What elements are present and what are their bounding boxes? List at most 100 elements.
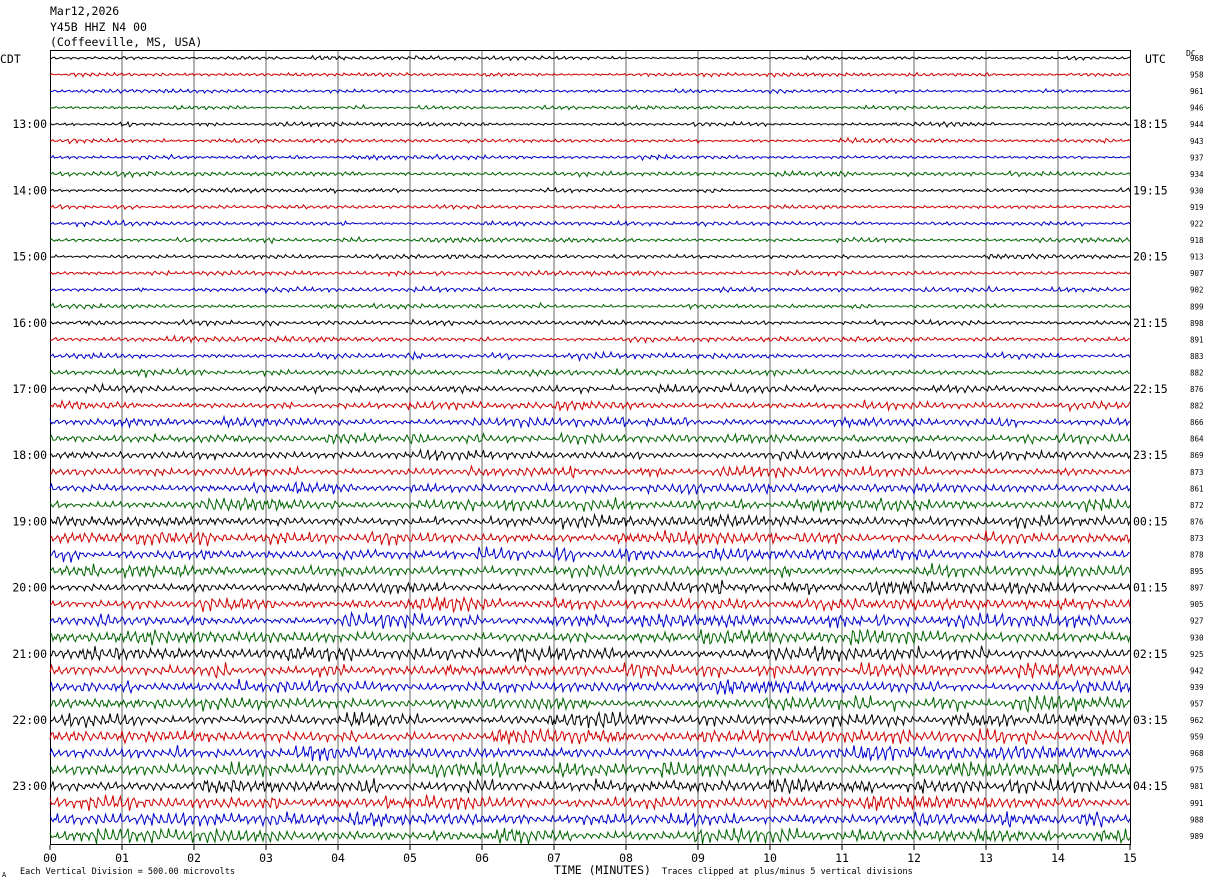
dc-offset-label: 930 bbox=[1190, 186, 1204, 195]
dc-offset-label: 907 bbox=[1190, 269, 1204, 278]
seismic-trace bbox=[49, 480, 1131, 496]
dc-offset-label: 957 bbox=[1190, 699, 1204, 708]
x-tick-label: 15 bbox=[1123, 851, 1137, 865]
dc-offset-label: 927 bbox=[1190, 617, 1204, 626]
seismic-trace bbox=[49, 334, 1131, 344]
right-hour-label: 18:15 bbox=[1133, 117, 1168, 131]
right-hour-label: 19:15 bbox=[1133, 183, 1168, 197]
seismic-trace bbox=[49, 399, 1131, 413]
dc-offset-label: 864 bbox=[1190, 435, 1204, 444]
dc-offset-label: 958 bbox=[1190, 71, 1204, 80]
dc-offset-label: 891 bbox=[1190, 335, 1204, 344]
dc-offset-label: 989 bbox=[1190, 832, 1204, 841]
left-hour-label: 15:00 bbox=[12, 250, 47, 264]
x-tick-label: 06 bbox=[475, 851, 489, 865]
seismic-trace bbox=[49, 695, 1131, 714]
seismic-trace bbox=[49, 120, 1131, 129]
date-label: Mar12,2026 bbox=[50, 4, 120, 18]
seismic-trace bbox=[49, 563, 1131, 579]
dc-offset-label: 898 bbox=[1190, 319, 1204, 328]
left-hour-label: 21:00 bbox=[12, 647, 47, 661]
seismic-trace bbox=[49, 464, 1131, 479]
minute-gridlines bbox=[121, 50, 1059, 845]
seismic-trace bbox=[49, 301, 1131, 311]
seismic-trace bbox=[49, 269, 1131, 278]
clip-note: Traces clipped at plus/minus 5 vertical … bbox=[662, 867, 913, 877]
dc-offset-label: 869 bbox=[1190, 451, 1204, 460]
plot-header: Mar12,2026 Y45B HHZ N4 00 (Coffeeville, MS… bbox=[50, 4, 202, 51]
corner-mark: A bbox=[2, 871, 7, 879]
seismic-trace bbox=[49, 628, 1131, 646]
left-hour-labels: 13:00 14:00 15:00 16:00 17:00 18:00 19:00 20:00… bbox=[12, 117, 47, 793]
dc-offset-label: 876 bbox=[1190, 517, 1204, 526]
x-tick-label: 07 bbox=[547, 851, 561, 865]
dc-offset-label: 918 bbox=[1190, 236, 1204, 245]
seismic-trace bbox=[49, 794, 1131, 811]
left-hour-label: 16:00 bbox=[12, 316, 47, 330]
dc-offset-label: 876 bbox=[1190, 385, 1204, 394]
seismic-trace bbox=[49, 136, 1131, 145]
seismic-trace bbox=[49, 610, 1131, 629]
seismic-trace bbox=[49, 811, 1131, 829]
right-hour-label: 03:15 bbox=[1133, 713, 1168, 727]
seismic-trace bbox=[49, 367, 1131, 378]
seismic-trace bbox=[49, 203, 1131, 211]
seismic-trace bbox=[49, 54, 1131, 62]
seismic-trace bbox=[49, 414, 1131, 430]
seismic-trace bbox=[49, 777, 1131, 795]
left-hour-label: 23:00 bbox=[12, 779, 47, 793]
dc-offset-label: 919 bbox=[1190, 203, 1204, 212]
dc-offset-label: 988 bbox=[1190, 815, 1204, 824]
left-hour-label: 19:00 bbox=[12, 514, 47, 528]
dc-offset-label: 878 bbox=[1190, 551, 1204, 560]
seismic-trace bbox=[49, 579, 1131, 596]
location-label: (Coffeeville, MS, USA) bbox=[50, 35, 203, 49]
dc-offset-label: 902 bbox=[1190, 286, 1204, 295]
right-hour-label: 21:15 bbox=[1133, 316, 1168, 330]
seismic-trace bbox=[49, 253, 1131, 261]
seismic-trace bbox=[49, 382, 1131, 395]
x-tick-label: 10 bbox=[763, 851, 777, 865]
seismic-trace bbox=[49, 153, 1131, 162]
left-hour-label: 13:00 bbox=[12, 117, 47, 131]
x-tick-label: 11 bbox=[835, 851, 849, 865]
dc-offset-label: 872 bbox=[1190, 501, 1204, 510]
seismic-trace bbox=[49, 103, 1131, 111]
seismic-trace bbox=[49, 678, 1131, 695]
dc-offset-label: 905 bbox=[1190, 600, 1204, 609]
seismic-trace bbox=[49, 71, 1131, 78]
right-hour-label: 23:15 bbox=[1133, 448, 1168, 462]
seismic-trace bbox=[49, 447, 1131, 462]
dc-offset-label: 959 bbox=[1190, 733, 1204, 742]
seismic-trace bbox=[49, 595, 1131, 614]
dc-offset-label: 882 bbox=[1190, 402, 1204, 411]
right-timezone-label: UTC bbox=[1145, 52, 1166, 66]
dc-offset-label: 895 bbox=[1190, 567, 1204, 576]
dc-offset-label: 944 bbox=[1190, 120, 1204, 129]
trace-group bbox=[49, 54, 1131, 845]
x-tick-label: 00 bbox=[43, 851, 57, 865]
right-hour-label: 04:15 bbox=[1133, 779, 1168, 793]
seismic-trace bbox=[49, 318, 1131, 327]
dc-offset-label: 861 bbox=[1190, 484, 1204, 493]
left-hour-label: 14:00 bbox=[12, 183, 47, 197]
dc-offset-label: 866 bbox=[1190, 418, 1204, 427]
right-hour-labels: 18:15 19:15 20:15 21:15 22:15 23:15 00:15 01:15… bbox=[1133, 117, 1168, 793]
seismic-trace bbox=[49, 235, 1131, 245]
left-timezone-label: CDT bbox=[0, 52, 21, 66]
left-hour-label: 22:00 bbox=[12, 713, 47, 727]
dc-offset-label: 961 bbox=[1190, 87, 1204, 96]
dc-offset-label: 873 bbox=[1190, 534, 1204, 543]
dc-offset-label: 937 bbox=[1190, 153, 1204, 162]
seismic-trace bbox=[49, 431, 1131, 446]
dc-offset-label: 883 bbox=[1190, 352, 1204, 361]
dc-offset-label: 925 bbox=[1190, 650, 1204, 659]
x-tick-label: 02 bbox=[187, 851, 201, 865]
dc-offset-label: 968 bbox=[1190, 749, 1204, 758]
dc-offset-label: 939 bbox=[1190, 683, 1204, 692]
x-tick-label: 09 bbox=[691, 851, 705, 865]
seismic-trace bbox=[49, 728, 1131, 745]
dc-offset-label: 922 bbox=[1190, 220, 1204, 229]
dc-offset-label: 942 bbox=[1190, 666, 1204, 675]
x-tick-label: 03 bbox=[259, 851, 273, 865]
